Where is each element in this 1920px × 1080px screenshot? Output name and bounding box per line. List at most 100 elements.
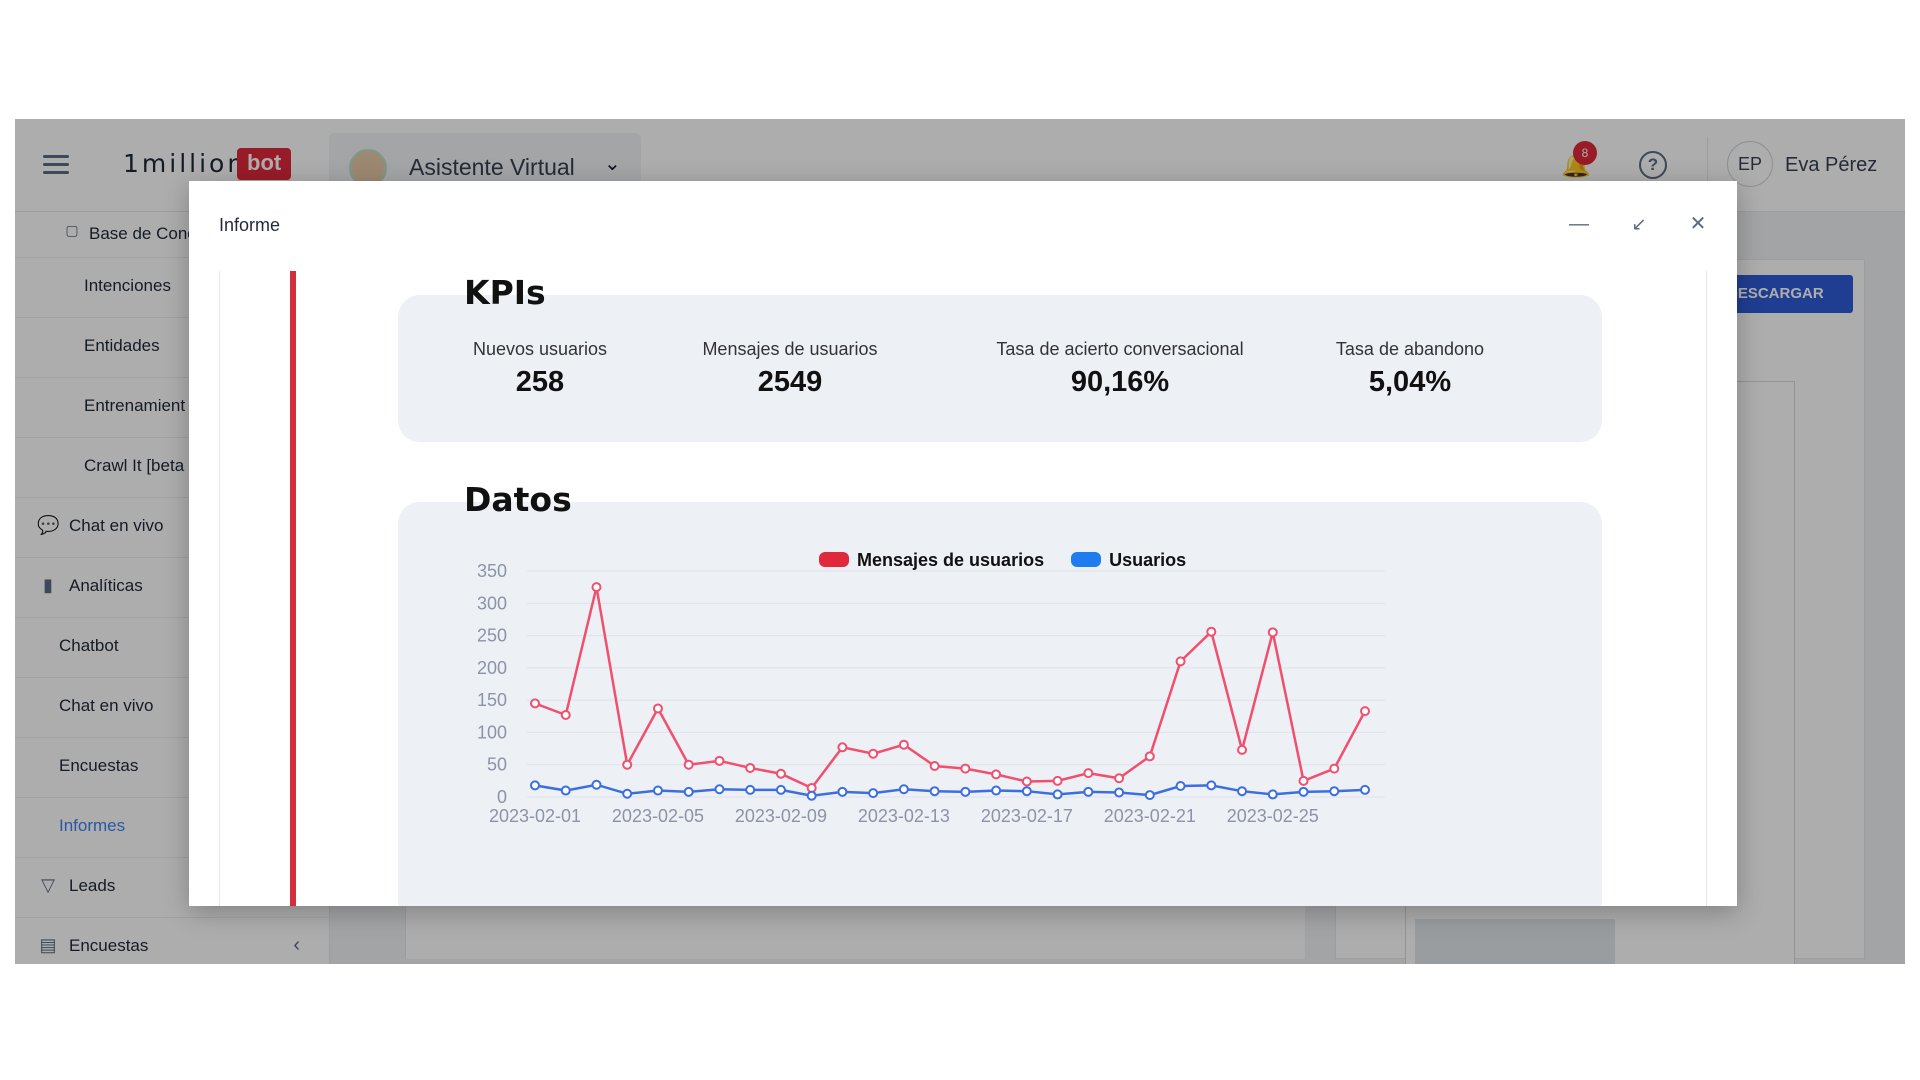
kpi-conversational-accuracy: Tasa de acierto conversacional 90,16%: [996, 339, 1244, 398]
series-line-1: [534, 783, 1366, 797]
data-point: [1360, 784, 1370, 795]
data-point: [775, 784, 786, 795]
filter-icon: ▽: [41, 875, 55, 895]
chevron-left-icon[interactable]: ‹: [293, 934, 300, 956]
data-point: [530, 780, 540, 791]
close-icon[interactable]: ✕: [1689, 213, 1707, 235]
report-modal: Informe — ↙ ✕ KPIs Nuevos usuarios 258 M…: [189, 181, 1737, 906]
data-point: [1267, 789, 1278, 800]
x-tick-label: 2023-02-09: [735, 806, 827, 826]
y-tick-label: 200: [477, 658, 507, 678]
x-tick-label: 2023-02-17: [981, 806, 1073, 826]
data-point: [898, 739, 909, 750]
sidebar-item-analiticas[interactable]: ▮ Analíticas: [15, 558, 330, 618]
data-point: [960, 763, 971, 774]
data-point: [1144, 751, 1155, 762]
data-point: [1267, 627, 1278, 638]
x-tick-label: 2023-02-05: [612, 806, 704, 826]
data-point: [652, 785, 663, 796]
kpi-user-messages: Mensajes de usuarios 2549: [702, 339, 878, 398]
kpi-abandon-rate: Tasa de abandono 5,04%: [1335, 339, 1485, 398]
sidebar-item-leads[interactable]: ▽ Leads: [15, 858, 330, 918]
kpi-card: [398, 295, 1602, 442]
sidebar-item-analytics-encuestas[interactable]: Encuestas: [15, 738, 330, 798]
y-tick-label: 50: [487, 755, 507, 775]
data-point: [683, 786, 694, 797]
data-point: [1329, 786, 1340, 797]
minimize-icon[interactable]: —: [1569, 213, 1589, 235]
sidebar-item-analytics-chat-en-vivo[interactable]: Chat en vivo: [15, 678, 330, 738]
data-point: [837, 742, 848, 753]
data-point: [929, 761, 940, 772]
assistant-name: Asistente Virtual: [409, 154, 575, 180]
notification-badge: 8: [1573, 141, 1597, 165]
data-point: [991, 785, 1002, 796]
sidebar-item-chat-en-vivo[interactable]: 💬 Chat en vivo: [15, 498, 330, 558]
data-point: [560, 709, 571, 720]
legend-item-users[interactable]: Usuarios: [1071, 550, 1186, 570]
sidebar-item-base-conocimiento[interactable]: ▢ Base de Conc: [15, 212, 330, 258]
download-button[interactable]: DESCARGAR: [1715, 275, 1853, 313]
report-content[interactable]: KPIs Nuevos usuarios 258 Mensajes de usu…: [219, 271, 1707, 906]
line-chart: 0 50 100 150 200 250 300 350 2023-02-01 2023-02-0…: [477, 561, 1385, 826]
sidebar-item-entrenamiento[interactable]: Entrenamient: [15, 378, 330, 438]
data-point: [1175, 781, 1186, 792]
data-point: [806, 790, 817, 801]
data-point: [1114, 773, 1125, 784]
data-point: [1083, 768, 1094, 779]
sidebar-item-encuestas[interactable]: ▤ Encuestas ‹: [15, 918, 330, 964]
sidebar-item-chatbot[interactable]: Chatbot: [15, 618, 330, 678]
y-tick-label: 300: [477, 593, 507, 613]
x-tick-label: 2023-02-25: [1227, 806, 1319, 826]
data-title: Datos: [464, 480, 572, 519]
data-point: [775, 768, 786, 779]
data-point: [1298, 775, 1309, 786]
legend-item-messages[interactable]: Mensajes de usuarios: [819, 550, 1044, 570]
data-point: [1114, 787, 1125, 798]
data-point: [591, 582, 602, 593]
sidebar-item-crawl-it[interactable]: Crawl It [beta: [15, 438, 330, 498]
data-point: [1206, 626, 1217, 637]
modal-title: Informe: [219, 215, 281, 235]
data-point: [929, 786, 940, 797]
sidebar-item-intenciones[interactable]: Intenciones: [15, 258, 330, 318]
kpis-title: KPIs: [464, 273, 546, 312]
data-point: [683, 759, 694, 770]
divider: [1707, 137, 1708, 191]
data-point: [1360, 706, 1370, 717]
logo-text: 1million: [123, 149, 247, 178]
restore-size-icon[interactable]: ↙: [1631, 214, 1647, 234]
data-point: [1083, 786, 1094, 797]
user-name[interactable]: Eva Pérez: [1785, 154, 1878, 176]
data-point: [530, 698, 540, 709]
y-tick-label: 350: [477, 561, 507, 581]
y-tick-label: 0: [497, 787, 507, 807]
data-card: [398, 502, 1602, 906]
app-window: 1million bot Asistente Virtual ⌄ 🔔 8 ? E…: [15, 119, 1905, 964]
data-point: [622, 759, 633, 770]
data-point: [1237, 744, 1248, 755]
sidebar-item-informes[interactable]: Informes: [15, 798, 330, 858]
kpi-new-users: Nuevos usuarios 258: [472, 339, 608, 398]
data-point: [868, 748, 879, 759]
data-point: [1021, 776, 1032, 787]
data-point: [714, 784, 725, 795]
y-tick-label: 150: [477, 690, 507, 710]
series-line-0: [534, 586, 1367, 790]
data-point: [960, 786, 971, 797]
data-point: [591, 779, 602, 790]
help-icon[interactable]: ?: [1639, 151, 1667, 179]
user-avatar[interactable]: EP: [1727, 141, 1773, 187]
data-point: [622, 788, 633, 799]
sidebar-item-entidades[interactable]: Entidades: [15, 318, 330, 378]
data-point: [991, 769, 1002, 780]
data-point: [1329, 763, 1340, 774]
data-point: [837, 786, 848, 797]
x-tick-label: 2023-02-01: [489, 806, 581, 826]
data-point: [1052, 775, 1063, 786]
data-point: [745, 784, 756, 795]
y-tick-label: 100: [477, 722, 507, 742]
data-point: [560, 785, 571, 796]
accent-bar: [290, 271, 296, 906]
menu-icon[interactable]: [43, 155, 69, 175]
